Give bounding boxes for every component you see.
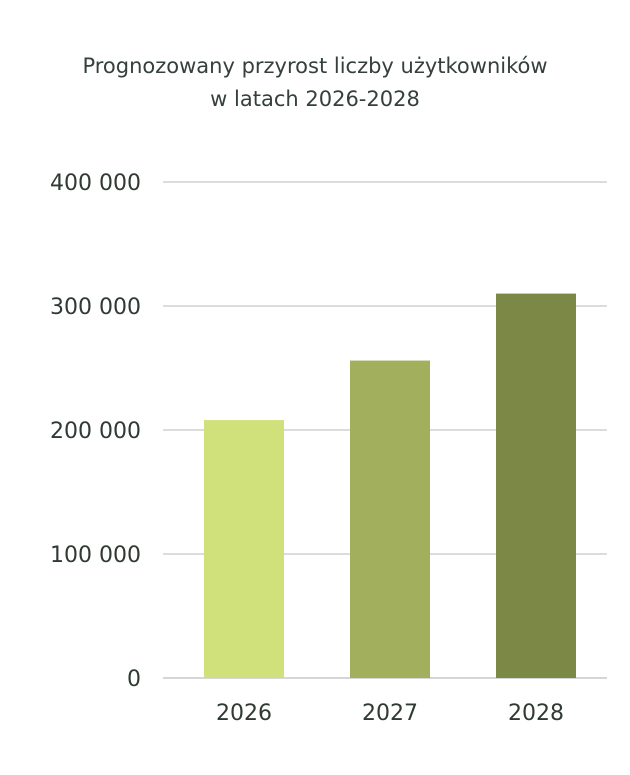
y-tick-label: 0 (127, 667, 141, 692)
y-tick-label: 300 000 (50, 295, 141, 320)
bar-2028 (496, 293, 576, 678)
bar-2027 (350, 360, 430, 678)
y-axis-tick-labels: 0 100 000 200 000 300 000 400 000 (50, 171, 141, 692)
bar-2026 (204, 420, 284, 678)
x-category-label-2027: 2027 (362, 701, 418, 726)
x-category-label-2028: 2028 (508, 701, 564, 726)
chart-title-line-1: Prognozowany przyrost liczby użytkownikó… (82, 54, 548, 78)
y-tick-label: 200 000 (50, 419, 141, 444)
chart-title: Prognozowany przyrost liczby użytkownikó… (0, 50, 630, 116)
x-category-label-2026: 2026 (216, 701, 272, 726)
chart-title-line-2: w latach 2026-2028 (210, 87, 420, 111)
x-axis-category-labels: 2026 2027 2028 (216, 701, 564, 726)
bars (204, 293, 576, 678)
y-tick-label: 400 000 (50, 171, 141, 196)
y-tick-label: 100 000 (50, 543, 141, 568)
